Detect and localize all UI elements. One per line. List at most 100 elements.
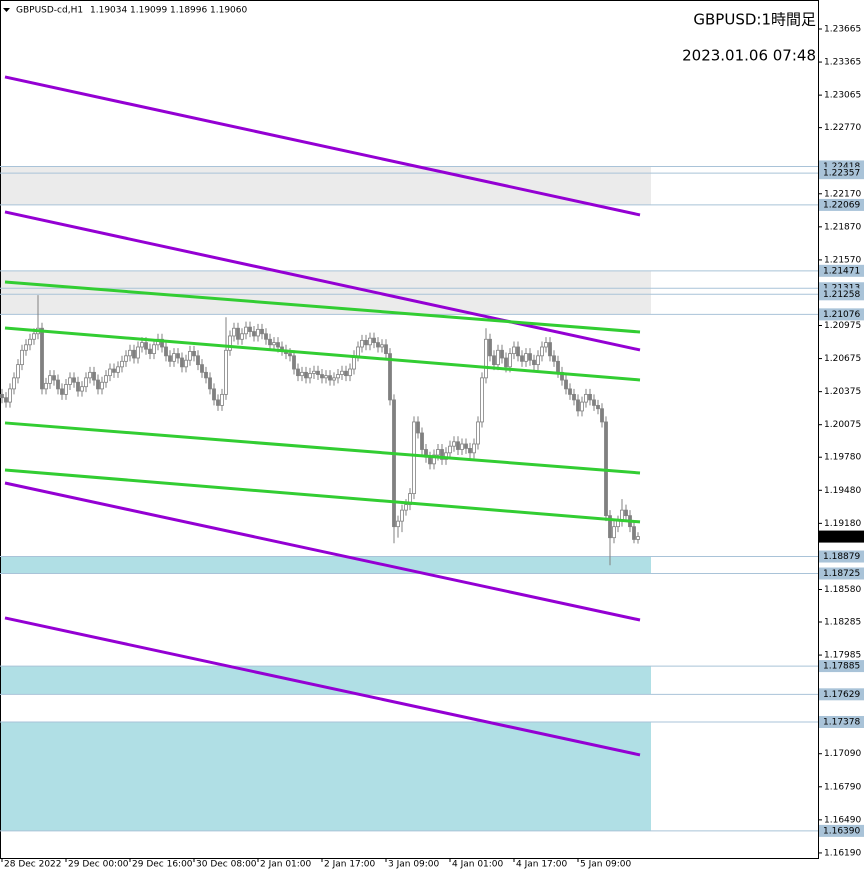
chart-title: GBPUSD:1時間足 — [693, 11, 816, 29]
candle-body — [232, 327, 236, 337]
candle-body — [132, 349, 136, 359]
candle-body — [208, 377, 212, 390]
price-label: 1.17629 — [823, 690, 860, 700]
candle-body — [584, 393, 588, 403]
candle-body — [404, 504, 408, 511]
price-label-box — [819, 688, 864, 701]
candle-body — [124, 355, 128, 362]
candle-body — [632, 526, 636, 540]
trend-line — [4, 210, 641, 352]
candle-body — [356, 346, 360, 357]
candle-body — [244, 326, 248, 335]
zone — [1, 721, 651, 831]
candle-body — [288, 353, 292, 357]
candle-body — [180, 357, 184, 368]
plot-frame — [0, 0, 819, 859]
candle-body — [340, 370, 344, 375]
candle-body — [28, 338, 32, 346]
price-label: 1.17378 — [823, 717, 860, 727]
candle-body — [32, 333, 36, 340]
candle-body — [376, 342, 380, 348]
candle-body — [116, 366, 120, 373]
candle-body — [308, 373, 312, 379]
candle-body — [104, 375, 108, 383]
candle-body — [416, 421, 420, 434]
trend-line — [4, 421, 641, 475]
zone — [1, 666, 651, 695]
candle-body — [456, 441, 460, 450]
candle-body — [464, 443, 468, 449]
y-tick-label: 1.23365 — [824, 58, 861, 68]
y-tick-label: 1.16790 — [824, 782, 861, 792]
header-open: 1.19034 — [90, 6, 127, 16]
candle-body — [164, 346, 168, 357]
candle-body — [508, 353, 512, 368]
price-label-box — [819, 198, 864, 211]
header-low: 1.18996 — [170, 6, 207, 16]
y-tick-label: 1.20975 — [824, 321, 861, 331]
y-tick-label: 1.21870 — [824, 222, 861, 232]
candle-body — [128, 349, 132, 357]
candle-body — [532, 359, 536, 366]
price-label: 1.22418 — [823, 162, 860, 172]
candle-body — [260, 328, 264, 335]
candle-body — [240, 333, 244, 340]
candle-body — [168, 355, 172, 362]
y-tick-label: 1.23065 — [824, 91, 861, 101]
candle-body — [256, 328, 260, 337]
candle-body — [48, 375, 52, 384]
price-label-box — [819, 288, 864, 301]
candle-body — [360, 339, 364, 348]
candle-body — [608, 515, 612, 539]
candle-body — [372, 337, 376, 343]
candle-body — [384, 344, 388, 355]
candle-body — [596, 405, 600, 410]
candle-body — [500, 349, 504, 359]
candle-body — [224, 349, 228, 395]
candle-body — [108, 368, 112, 377]
price-label: 1.22357 — [823, 169, 860, 179]
candle-body — [400, 509, 404, 522]
candle-body — [276, 342, 280, 348]
candle-body — [516, 346, 520, 357]
candle-body — [40, 327, 44, 390]
candle-body — [312, 370, 316, 374]
price-label: 1.18725 — [823, 569, 860, 579]
candle-body — [304, 371, 308, 379]
candle-body — [204, 371, 208, 379]
candle-body — [16, 364, 20, 379]
price-label: 1.16390 — [823, 826, 860, 836]
candle-body — [520, 355, 524, 362]
candle-body — [20, 349, 24, 366]
candle-body — [148, 348, 152, 355]
x-tick-label: 29 Dec 16:00 — [132, 860, 193, 870]
candle-body — [188, 351, 192, 361]
candle-body — [392, 399, 396, 528]
x-tick-label: 2 Jan 01:00 — [260, 860, 312, 870]
candle-body — [176, 353, 180, 359]
candle-body — [368, 337, 372, 346]
price-label-box — [819, 308, 864, 321]
candle-body — [536, 355, 540, 366]
candle-body — [616, 520, 620, 528]
candle-body — [184, 359, 188, 368]
candle-body — [44, 382, 48, 390]
candle-body — [592, 399, 596, 406]
price-label: 1.22069 — [823, 200, 860, 210]
candle-body — [612, 526, 616, 539]
candle-body — [144, 342, 148, 350]
candle-body — [100, 381, 104, 390]
price-label-box — [819, 824, 864, 837]
candle-body — [8, 388, 12, 403]
candle-body — [480, 377, 484, 423]
y-tick-label: 1.19780 — [824, 453, 861, 463]
price-label: 1.17885 — [823, 662, 860, 672]
trend-lines — [4, 75, 641, 757]
axes: 1.23665 1.23365 1.23065 1.22770 1.22170 1.218… — [1, 24, 864, 870]
price-label-box — [819, 567, 864, 580]
candles — [0, 295, 640, 566]
candle-body — [552, 355, 556, 362]
x-tick-label: 4 Jan 17:00 — [516, 860, 568, 870]
candle-body — [92, 371, 96, 381]
